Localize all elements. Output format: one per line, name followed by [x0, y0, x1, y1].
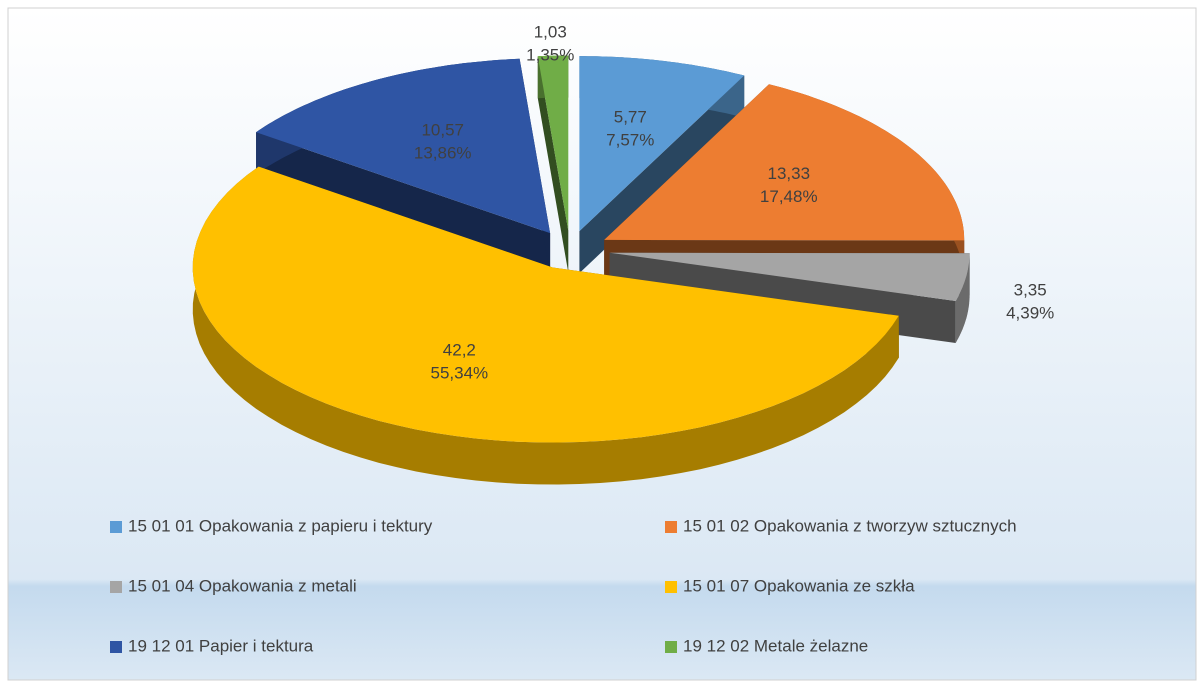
data-label: 10,57	[421, 121, 464, 140]
legend-label: 15 01 02 Opakowania z tworzyw sztucznych	[683, 516, 1017, 535]
data-label-percent: 7,57%	[606, 131, 654, 150]
legend-swatch	[110, 581, 122, 593]
data-label-percent: 13,86%	[414, 144, 472, 163]
data-label-percent: 55,34%	[430, 364, 488, 383]
data-label: 42,2	[443, 341, 476, 360]
data-label: 13,33	[767, 164, 810, 183]
legend-swatch	[665, 521, 677, 533]
pie: 5,77 7,57% 13,33 17,48% 3,35 4,39% 42,2 55,34% 1…	[192, 23, 1054, 485]
legend-label: 15 01 04 Opakowania z metali	[128, 576, 357, 595]
slice-edge	[537, 56, 569, 273]
slice	[579, 56, 745, 232]
legend-swatch	[665, 641, 677, 653]
slice	[604, 84, 965, 241]
data-label-percent: 4,39%	[1006, 303, 1054, 322]
data-label: 1,03	[534, 23, 567, 42]
data-label: 5,77	[614, 108, 647, 127]
legend-label: 19 12 02 Metale żelazne	[683, 636, 868, 655]
legend-swatch	[110, 641, 122, 653]
slice	[256, 58, 551, 234]
slice-edge	[256, 132, 551, 276]
slice-side	[955, 253, 970, 343]
legend: 15 01 01 Opakowania z papieru i tektury 1…	[110, 516, 1017, 655]
legend-label: 19 12 01 Papier i tektura	[128, 636, 314, 655]
data-label: 3,35	[1014, 280, 1047, 299]
data-label-percent: 17,48%	[760, 187, 818, 206]
slice-edge	[579, 75, 745, 274]
legend-swatch	[665, 581, 677, 593]
slice	[192, 166, 899, 443]
legend-label: 15 01 01 Opakowania z papieru i tektury	[128, 516, 433, 535]
slice	[537, 55, 569, 231]
data-label-percent: 1,35%	[526, 46, 574, 65]
legend-label: 15 01 07 Opakowania ze szkła	[683, 576, 915, 595]
legend-swatch	[110, 521, 122, 533]
slice	[609, 252, 970, 301]
